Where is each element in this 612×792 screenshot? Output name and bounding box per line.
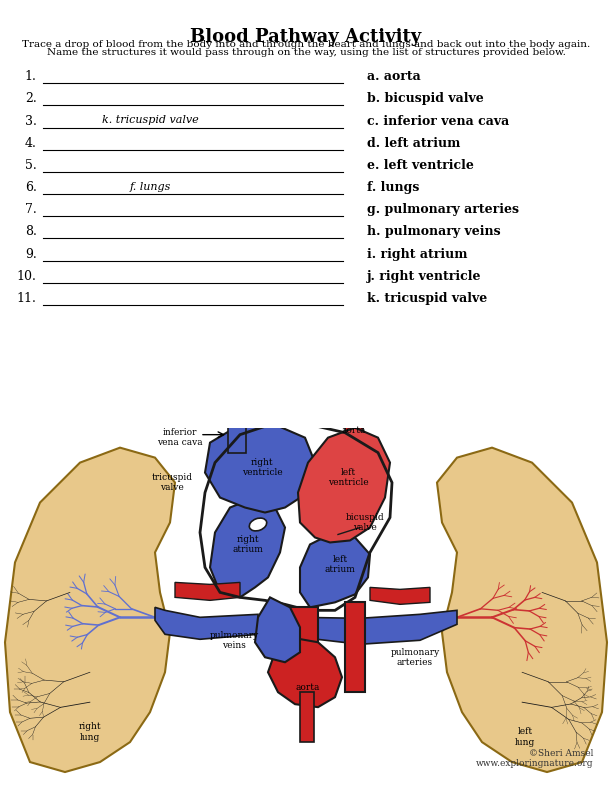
Text: f. lungs: f. lungs: [129, 181, 171, 192]
Text: right
ventricle: right ventricle: [242, 458, 282, 478]
Text: 4.: 4.: [25, 137, 37, 150]
Text: c. inferior vena cava: c. inferior vena cava: [367, 115, 509, 128]
Polygon shape: [175, 582, 240, 600]
Polygon shape: [300, 611, 457, 644]
Text: Name the structures it would pass through on the way, using the list of structur: Name the structures it would pass throug…: [47, 48, 565, 57]
Text: Blood Pathway Activity: Blood Pathway Activity: [190, 28, 422, 46]
Text: h. pulmonary veins: h. pulmonary veins: [367, 226, 501, 238]
Text: inferior
vena cava: inferior vena cava: [157, 428, 203, 447]
Polygon shape: [255, 597, 300, 662]
Polygon shape: [300, 535, 370, 607]
Text: d. left atrium: d. left atrium: [367, 137, 461, 150]
Ellipse shape: [249, 518, 267, 531]
Text: ©Sheri Amsel
www.exploringnature.org: ©Sheri Amsel www.exploringnature.org: [476, 749, 594, 768]
Bar: [300, 692, 314, 742]
Text: k. tricuspid valve: k. tricuspid valve: [367, 292, 487, 305]
Polygon shape: [437, 447, 607, 772]
Polygon shape: [268, 638, 342, 707]
Polygon shape: [5, 447, 175, 772]
Polygon shape: [155, 607, 258, 639]
Text: f. lungs: f. lungs: [367, 181, 420, 194]
Text: 11.: 11.: [17, 292, 37, 305]
Polygon shape: [298, 428, 390, 543]
Polygon shape: [370, 588, 430, 604]
Text: left
atrium: left atrium: [324, 554, 356, 574]
Text: k. tricuspid valve: k. tricuspid valve: [102, 115, 198, 125]
Polygon shape: [205, 425, 315, 512]
Text: b. bicuspid valve: b. bicuspid valve: [367, 93, 484, 105]
Text: pulmonary
veins: pulmonary veins: [209, 630, 259, 650]
Text: 5.: 5.: [25, 159, 37, 172]
Bar: [345, 413, 363, 443]
Text: j. right ventricle: j. right ventricle: [367, 270, 482, 283]
Text: aorta: aorta: [342, 426, 366, 435]
Polygon shape: [210, 497, 285, 597]
Text: a. aorta: a. aorta: [367, 70, 421, 83]
Text: 6.: 6.: [25, 181, 37, 194]
Text: aorta: aorta: [296, 683, 320, 691]
Text: 8.: 8.: [25, 226, 37, 238]
Bar: [290, 607, 318, 692]
Text: 2.: 2.: [25, 93, 37, 105]
Text: 10.: 10.: [17, 270, 37, 283]
Text: pulmonary
arteries: pulmonary arteries: [390, 648, 439, 667]
Text: 3.: 3.: [25, 115, 37, 128]
Text: i. right atrium: i. right atrium: [367, 248, 468, 261]
Text: e. left ventricle: e. left ventricle: [367, 159, 474, 172]
Text: tricuspid
valve: tricuspid valve: [152, 473, 193, 493]
Text: g. pulmonary arteries: g. pulmonary arteries: [367, 204, 519, 216]
Text: 9.: 9.: [25, 248, 37, 261]
Text: left
ventricle: left ventricle: [327, 468, 368, 487]
Text: Trace a drop of blood from the body into and through the heart and lungs and bac: Trace a drop of blood from the body into…: [22, 40, 590, 48]
Text: right
atrium: right atrium: [233, 535, 263, 554]
Text: 1.: 1.: [25, 70, 37, 83]
Bar: [345, 603, 365, 692]
Bar: [228, 402, 246, 453]
Text: bicuspid
valve: bicuspid valve: [346, 512, 384, 532]
Text: left
lung: left lung: [515, 727, 535, 747]
Text: right
lung: right lung: [79, 722, 102, 742]
Text: 7.: 7.: [25, 204, 37, 216]
